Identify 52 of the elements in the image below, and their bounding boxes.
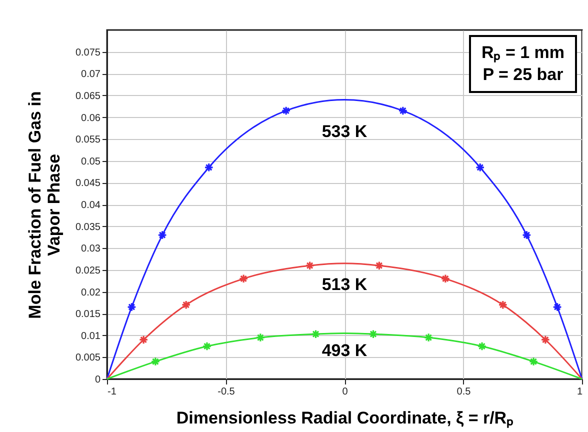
point [498,300,508,310]
x-tick-label: 0.5 [456,386,472,398]
y-tick-label: 0.05 [81,156,101,168]
annotation: Rₚ = 1 mm [481,43,565,63]
y-tick-label: 0.025 [75,265,101,276]
y-tick-label: 0.035 [75,222,101,233]
point [552,302,562,312]
y-tick-label: 0 [94,374,101,386]
y-tick-label: 0.03 [81,244,101,255]
point [150,356,160,366]
x-tick-label: -0.5 [218,386,236,398]
y-tick-label: 0.045 [75,178,101,190]
point [311,329,320,339]
x-tick-label: 0 [342,386,348,398]
point [528,356,538,366]
point [477,342,487,351]
point [475,162,485,172]
point [424,332,434,342]
annotation: 493 K [322,341,368,360]
point [398,106,408,116]
point [368,329,378,339]
point [127,302,136,312]
point [256,332,266,342]
y-tick-label: 0.055 [75,134,101,146]
point [158,230,168,240]
point [204,162,214,172]
y-tick-label: 0.015 [75,309,101,320]
annotation: 533 K [322,122,368,141]
y-tick-label: 0.005 [75,352,101,364]
y-tick-label: 0.07 [81,69,101,80]
x-tick-label: -1 [108,386,117,398]
point [181,300,191,310]
y-tick-label: 0.04 [81,200,101,211]
point [238,274,248,284]
point [281,106,291,116]
point [138,335,148,344]
annotation: 513 K [322,275,368,294]
point [540,335,550,344]
y-tick-label: 0.02 [81,287,101,298]
point [522,230,532,240]
annotation: P = 25 bar [482,65,564,84]
y-tick-label: 0.06 [81,112,101,124]
y-tick-label: 0.01 [81,330,101,342]
point [202,342,212,351]
point [440,274,450,284]
x-tick-label: 1 [576,386,583,398]
x-axis-title: Dimensionless Radial Coordinate, ξ = r/Rₚ [176,408,514,428]
y-tick-label: 0.065 [75,90,101,102]
y-tick-label: 0.075 [75,47,101,58]
point [305,260,314,270]
y-axis-title: Mole Fraction of Fuel Gas in Vapor Phase [25,91,64,319]
point [374,260,384,270]
